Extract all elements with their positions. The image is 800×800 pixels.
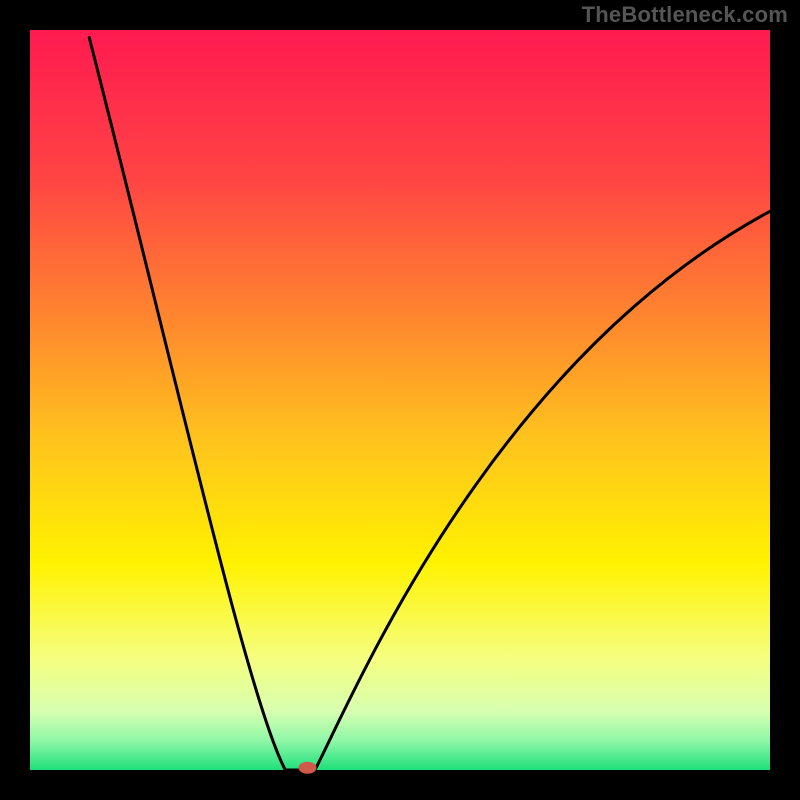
watermark-text: TheBottleneck.com <box>582 2 788 28</box>
chart-container: TheBottleneck.com <box>0 0 800 800</box>
bottleneck-chart <box>0 0 800 800</box>
plot-area <box>30 30 770 770</box>
optimum-marker <box>299 762 317 774</box>
